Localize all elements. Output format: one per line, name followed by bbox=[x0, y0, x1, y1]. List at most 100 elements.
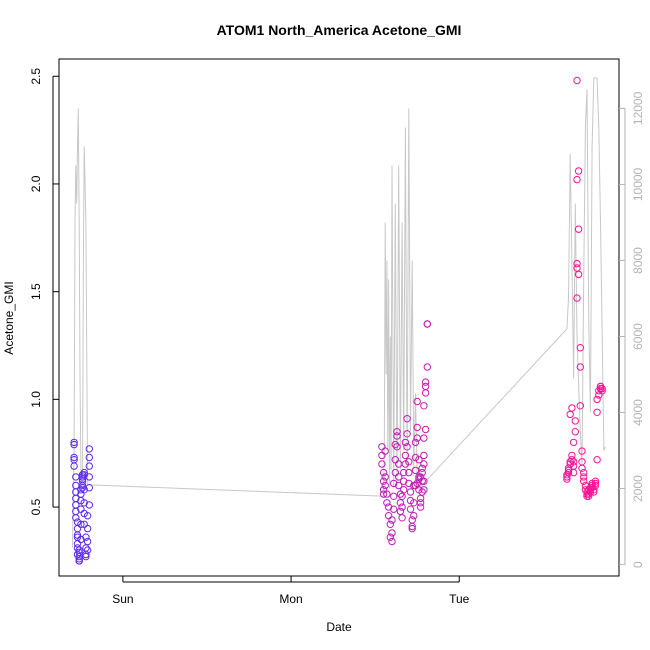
data-point-1 bbox=[420, 477, 428, 485]
data-point-2 bbox=[590, 488, 598, 496]
data-point-0 bbox=[80, 486, 88, 494]
data-point-2 bbox=[576, 402, 584, 410]
y-tick-label: 0.5 bbox=[29, 498, 43, 515]
data-point-1 bbox=[420, 451, 428, 460]
right-tick-label: 2000 bbox=[631, 475, 645, 502]
data-point-1 bbox=[406, 488, 415, 496]
data-point-1 bbox=[420, 460, 428, 468]
data-point-1 bbox=[418, 468, 426, 477]
data-point-1 bbox=[391, 440, 399, 449]
data-point-2 bbox=[578, 464, 586, 472]
data-point-2 bbox=[598, 384, 606, 393]
data-point-1 bbox=[400, 468, 408, 477]
data-point-1 bbox=[416, 499, 425, 507]
data-point-1 bbox=[413, 423, 421, 432]
data-point-2 bbox=[576, 344, 584, 352]
data-point-1 bbox=[378, 460, 386, 468]
y-tick-label: 2.0 bbox=[29, 175, 43, 192]
data-point-1 bbox=[420, 434, 428, 442]
data-point-1 bbox=[386, 533, 394, 541]
data-point-1 bbox=[379, 490, 388, 498]
data-point-2 bbox=[580, 468, 588, 477]
data-point-1 bbox=[408, 522, 416, 531]
data-point-0 bbox=[75, 548, 83, 556]
data-point-1 bbox=[393, 443, 401, 451]
data-point-1 bbox=[388, 529, 396, 537]
data-point-1 bbox=[413, 397, 421, 406]
x-tick-label: Tue bbox=[449, 592, 470, 606]
data-point-1 bbox=[413, 479, 421, 488]
data-point-2 bbox=[571, 428, 579, 436]
data-point-0 bbox=[70, 440, 78, 449]
data-point-2 bbox=[596, 382, 605, 391]
data-point-2 bbox=[569, 458, 578, 466]
data-point-2 bbox=[593, 456, 601, 464]
data-point-1 bbox=[379, 468, 388, 477]
x-tick-label: Sun bbox=[112, 592, 133, 606]
data-point-0 bbox=[85, 473, 94, 481]
data-point-1 bbox=[416, 503, 425, 511]
data-point-2 bbox=[573, 76, 581, 85]
data-point-2 bbox=[574, 270, 583, 279]
data-point-1 bbox=[405, 468, 413, 477]
data-point-1 bbox=[421, 389, 430, 397]
x-axis-label: Date bbox=[326, 620, 352, 634]
data-point-1 bbox=[410, 512, 418, 520]
data-point-1 bbox=[418, 464, 426, 472]
data-point-2 bbox=[574, 225, 583, 233]
data-point-0 bbox=[78, 475, 87, 483]
data-point-1 bbox=[383, 490, 391, 498]
data-point-1 bbox=[390, 492, 398, 500]
data-point-1 bbox=[405, 479, 413, 488]
right-tick-label: 4000 bbox=[631, 399, 645, 426]
data-point-1 bbox=[384, 503, 393, 511]
data-point-2 bbox=[578, 447, 586, 455]
data-point-2 bbox=[593, 395, 601, 404]
data-point-1 bbox=[400, 486, 408, 494]
data-point-0 bbox=[85, 501, 94, 509]
data-point-1 bbox=[420, 486, 428, 494]
data-point-0 bbox=[83, 537, 92, 546]
data-point-2 bbox=[569, 468, 578, 477]
data-point-1 bbox=[386, 520, 394, 528]
data-point-0 bbox=[80, 468, 88, 477]
data-point-2 bbox=[573, 294, 581, 302]
data-point-1 bbox=[395, 481, 403, 490]
plot-frame bbox=[58, 58, 620, 577]
right-tick-label: 6000 bbox=[631, 323, 645, 350]
data-point-1 bbox=[395, 473, 403, 481]
data-point-0 bbox=[70, 438, 78, 447]
points-layer bbox=[70, 76, 606, 565]
data-point-0 bbox=[82, 533, 90, 541]
data-point-0 bbox=[82, 552, 90, 561]
data-point-2 bbox=[574, 167, 583, 175]
data-point-2 bbox=[591, 479, 600, 488]
data-point-1 bbox=[383, 499, 391, 507]
data-point-0 bbox=[83, 524, 92, 533]
data-point-1 bbox=[421, 378, 430, 386]
data-point-1 bbox=[411, 481, 420, 490]
data-point-0 bbox=[83, 546, 92, 554]
data-point-1 bbox=[403, 415, 411, 423]
data-point-1 bbox=[393, 432, 401, 440]
data-point-2 bbox=[573, 175, 581, 184]
data-point-0 bbox=[77, 520, 85, 528]
y-tick-label: 1.0 bbox=[29, 391, 43, 408]
data-point-1 bbox=[398, 503, 406, 511]
y-tick-label: 2.5 bbox=[29, 68, 43, 85]
data-point-0 bbox=[85, 453, 94, 462]
x-tick-label: Mon bbox=[279, 592, 302, 606]
data-point-1 bbox=[381, 473, 389, 481]
y-axis-label: Acetone_GMI bbox=[2, 281, 16, 354]
data-point-1 bbox=[396, 499, 405, 507]
data-point-1 bbox=[423, 320, 431, 328]
data-point-2 bbox=[580, 473, 588, 481]
data-point-0 bbox=[82, 550, 90, 559]
data-point-1 bbox=[390, 479, 398, 488]
data-point-0 bbox=[72, 514, 80, 522]
data-point-0 bbox=[70, 462, 78, 470]
data-point-1 bbox=[390, 505, 398, 513]
chart-title: ATOM1 North_America Acetone_GMI bbox=[217, 22, 462, 38]
data-point-1 bbox=[405, 458, 413, 466]
data-point-0 bbox=[83, 512, 92, 520]
